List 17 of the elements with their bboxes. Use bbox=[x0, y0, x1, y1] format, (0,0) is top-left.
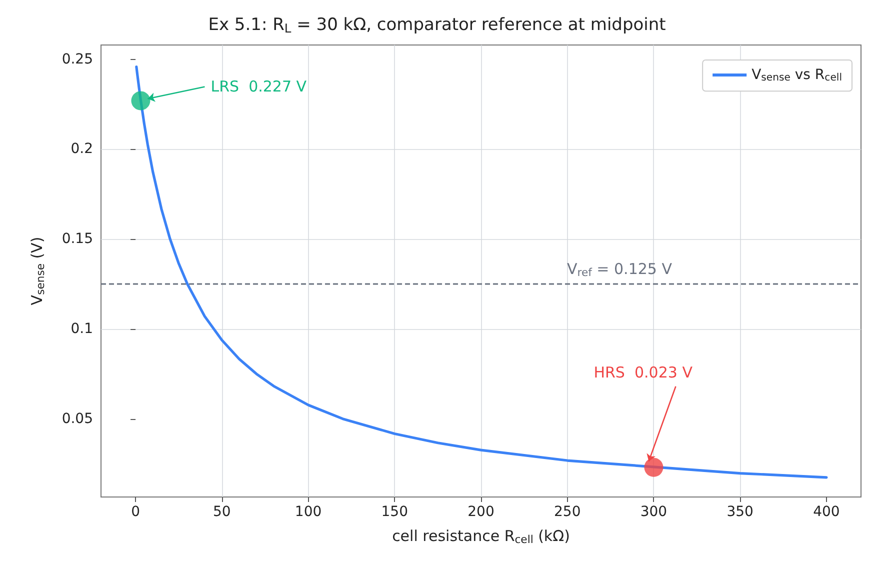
x-tick-label: 250 bbox=[554, 504, 581, 520]
y-tick-label: 0.25 bbox=[62, 51, 93, 68]
y-axis-title: Vsense (V) bbox=[28, 236, 47, 306]
annotation: HRS 0.023 V bbox=[594, 363, 694, 382]
x-tick-label: 350 bbox=[726, 504, 754, 520]
x-tick-label: 400 bbox=[813, 504, 840, 520]
x-tick-label: 150 bbox=[381, 504, 408, 520]
y-tick-label: 0.1 bbox=[70, 320, 93, 337]
y-tick-label: 0.05 bbox=[62, 410, 93, 427]
x-tick-label: 0 bbox=[131, 504, 140, 520]
x-tick-label: 100 bbox=[294, 504, 322, 520]
annotation: LRS 0.227 V bbox=[210, 78, 308, 96]
x-tick-label: 300 bbox=[640, 504, 668, 520]
y-tick-label: 0.15 bbox=[62, 231, 93, 248]
y-tick-label: 0.2 bbox=[70, 141, 93, 158]
x-tick-label: 50 bbox=[212, 504, 231, 520]
x-tick-label: 200 bbox=[468, 504, 494, 520]
